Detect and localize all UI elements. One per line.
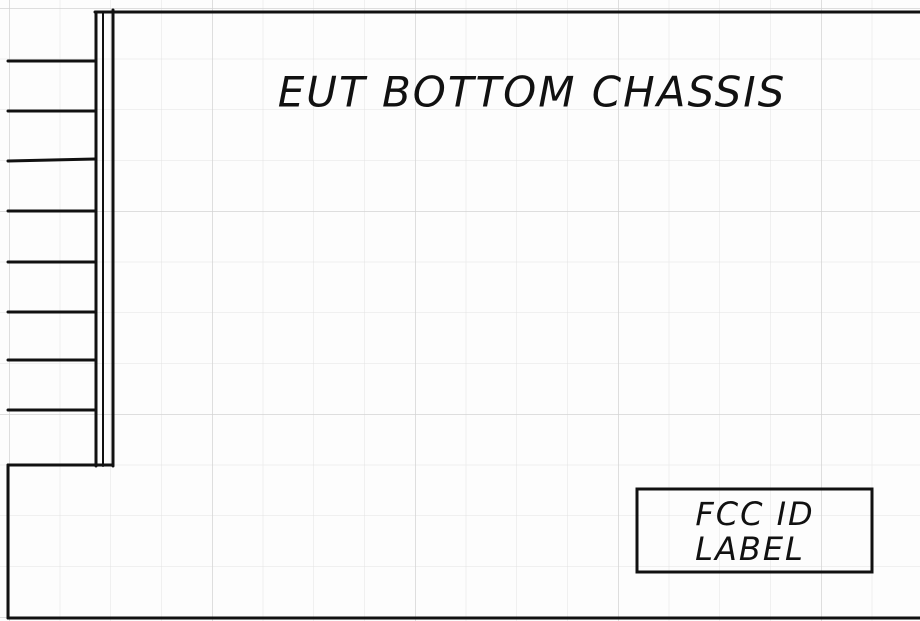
- label-line: FCC ID: [695, 495, 814, 533]
- label-line: LABEL: [695, 530, 805, 568]
- page: EUT BOTTOM CHASSIS FCC ID LABEL (() => {…: [0, 0, 920, 621]
- diagram: EUT BOTTOM CHASSIS FCC ID LABEL: [0, 0, 920, 621]
- title: EUT BOTTOM CHASSIS: [278, 68, 787, 117]
